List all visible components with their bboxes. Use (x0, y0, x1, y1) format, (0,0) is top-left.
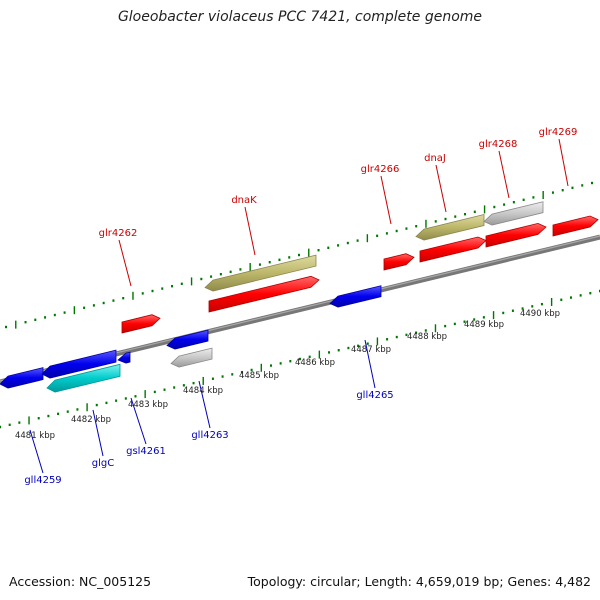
accession-text: Accession: NC_005125 (9, 574, 152, 589)
scale-label: 4486 kbp (295, 358, 335, 368)
forward-label-leader (435, 164, 447, 213)
gene-dnaK (208, 275, 320, 313)
reverse-label-leader (364, 339, 376, 389)
feature-gll4263-grey (170, 347, 213, 368)
gene-labels: glr4262 dnaK glr4266 dnaJ glr4268 glr4269 gll4… (24, 127, 577, 486)
forward-gene-label: glr4262 (99, 228, 138, 239)
forward-label-leader (118, 239, 132, 287)
reverse-gene-label: glgC (92, 458, 114, 469)
gene-gll4265 (329, 285, 382, 308)
gene-glr4268 (485, 222, 547, 248)
reverse-tick-track (0, 289, 600, 429)
gene-label-leaders (29, 138, 569, 474)
scale-label: 4490 kbp (520, 309, 560, 319)
feature-glr4268-grey (483, 201, 544, 226)
gene-glr4266 (383, 253, 415, 271)
map-title: Gloeobacter violaceus PCC 7421, complete… (117, 9, 483, 25)
forward-label-leader (244, 206, 256, 256)
gene-gll4259 (0, 367, 44, 389)
forward-gene-label: dnaK (231, 195, 257, 206)
genome-stats-text: Topology: circular; Length: 4,659,019 bp… (247, 574, 591, 589)
gene-dnaJ (419, 236, 487, 263)
reverse-label-leader (92, 409, 104, 457)
gene-glgC (41, 349, 117, 379)
forward-gene-label: glr4269 (539, 127, 578, 138)
scale-label: 4482 kbp (71, 415, 111, 425)
gene-gsl4261 (117, 351, 131, 364)
forward-gene-label: glr4266 (361, 164, 400, 175)
scale-label: 4484 kbp (183, 386, 223, 396)
forward-label-leader (498, 150, 510, 199)
gene-gll4263 (166, 329, 209, 350)
feature-dnaK-khaki (204, 254, 317, 292)
reverse-gene-label: gll4263 (191, 430, 228, 441)
scale-label: 4487 kbp (351, 345, 391, 355)
forward-tick-track (5, 181, 593, 329)
reverse-label-leader (29, 429, 44, 474)
scale-label: 4483 kbp (128, 400, 168, 410)
reverse-gene-label: gsl4261 (126, 446, 166, 457)
reverse-gene-label: gll4265 (356, 390, 393, 401)
scale-labels: 4481 kbp 4482 kbp 4483 kbp 4484 kbp 4485 kbp… (15, 309, 560, 441)
scale-label: 4489 kbp (464, 320, 504, 330)
scale-label: 4485 kbp (239, 371, 279, 381)
feature-dnaJ-khaki (415, 213, 485, 241)
feature-glgC-cyan (46, 363, 121, 393)
forward-gene-label: dnaJ (424, 153, 446, 164)
scale-label: 4481 kbp (15, 431, 55, 441)
forward-label-leader (558, 138, 569, 187)
reverse-label-leader (130, 397, 147, 445)
forward-label-leader (380, 175, 392, 225)
gene-glr4269 (552, 215, 599, 237)
gene-features (0, 201, 599, 393)
reverse-gene-label: gll4259 (24, 475, 61, 486)
scale-label: 4488 kbp (407, 332, 447, 342)
reverse-label-leader (198, 380, 211, 429)
forward-gene-label: glr4268 (479, 139, 518, 150)
gene-glr4262 (121, 314, 161, 334)
